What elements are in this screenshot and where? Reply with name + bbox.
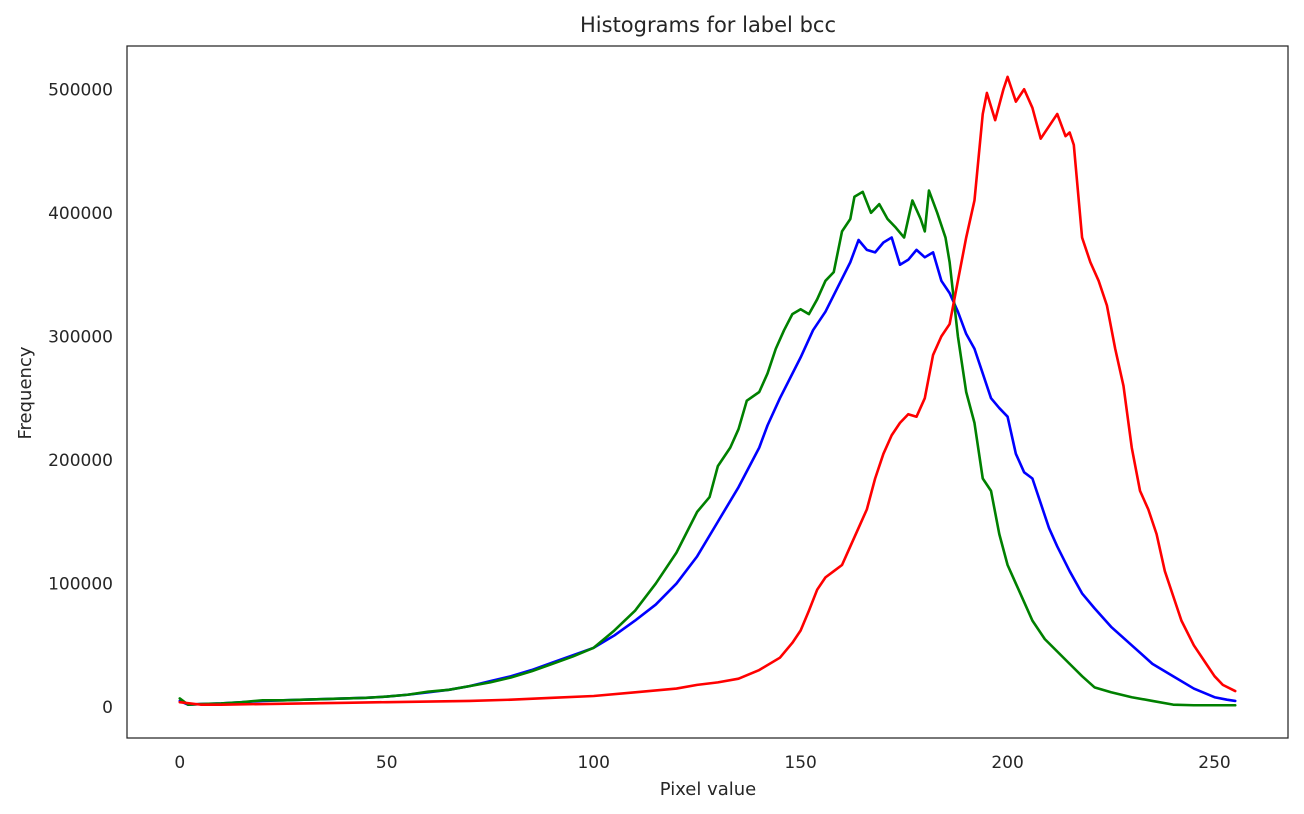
y-axis-label: Frequency xyxy=(15,346,36,439)
series-line-green xyxy=(178,189,1237,707)
y-tick-label: 300000 xyxy=(48,327,113,347)
y-tick-label: 200000 xyxy=(48,451,113,471)
y-tick-label: 400000 xyxy=(48,204,113,224)
x-axis-ticks: 0 50 100 150 200 250 xyxy=(174,753,1230,773)
y-tick-label: 100000 xyxy=(48,575,113,595)
chart-title: Histograms for label bcc xyxy=(580,13,836,37)
y-tick-label: 500000 xyxy=(48,80,113,100)
series-line-blue xyxy=(178,236,1237,706)
x-tick-label: 250 xyxy=(1198,753,1230,773)
x-tick-label: 50 xyxy=(376,753,398,773)
x-tick-label: 200 xyxy=(991,753,1023,773)
y-tick-label: 0 xyxy=(102,698,113,718)
x-tick-label: 150 xyxy=(784,753,816,773)
x-axis-label: Pixel value xyxy=(660,779,757,800)
plot-area-frame xyxy=(126,45,1289,739)
x-tick-label: 0 xyxy=(174,753,185,773)
x-tick-label: 100 xyxy=(577,753,609,773)
y-axis-ticks: 0 100000 200000 300000 400000 500000 xyxy=(48,80,113,718)
series-line-red xyxy=(178,75,1237,706)
series-lines xyxy=(178,75,1237,707)
